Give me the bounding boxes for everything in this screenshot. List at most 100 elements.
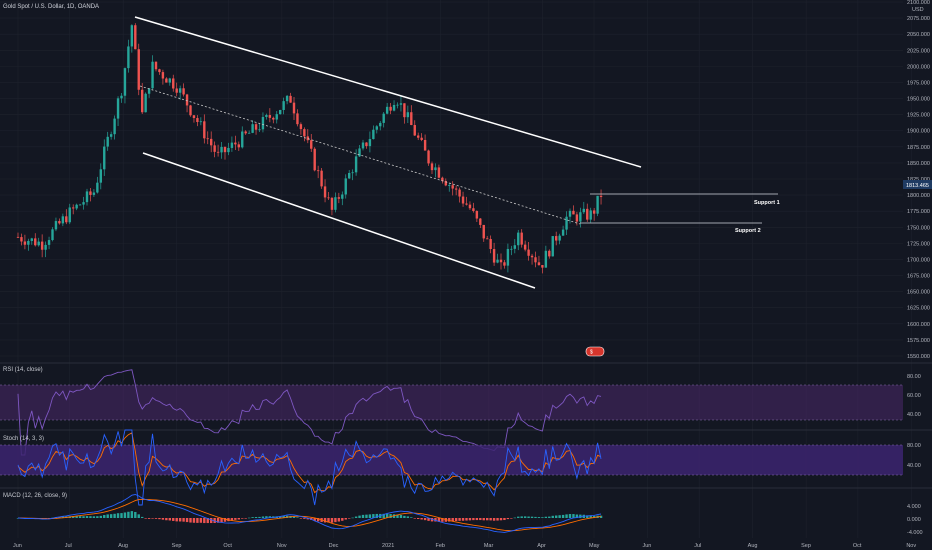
candle-body (392, 105, 396, 111)
candle-body (189, 105, 192, 116)
macd-hist-bar (527, 516, 530, 518)
macd-hist-bar (244, 518, 247, 519)
candle-body (572, 210, 575, 215)
price-tick-label: 1700.000 (907, 257, 930, 263)
price-tick-label: 1750.000 (907, 225, 930, 231)
macd-hist-bar (375, 513, 378, 518)
candle-body (185, 94, 189, 106)
candle-body (330, 197, 334, 210)
macd-hist-bar (175, 518, 178, 522)
macd-hist-bar (427, 518, 430, 521)
macd-hist-bar (230, 518, 234, 521)
candle-body (51, 229, 54, 241)
candle-body (520, 232, 523, 245)
candle-body (72, 207, 75, 209)
candle-body (282, 101, 285, 110)
macd-hist-bar (223, 518, 227, 522)
last-price-label: 1813.465 (906, 183, 929, 189)
candle-body (227, 147, 230, 153)
macd-hist-bar (141, 516, 144, 518)
rsi-pane[interactable]: RSI (14, close) 80.00 60.00 40.00 (0, 367, 921, 456)
macd-hist-bar (496, 518, 499, 521)
time-axis-label: Sep (172, 543, 182, 549)
time-axis[interactable]: Jun Jul Aug Sep Oct Nov Dec 2021 Feb Mar Apr May Jun… (13, 543, 916, 549)
macd-hist-bar (154, 518, 158, 519)
rsi-tick-40: 40.00 (907, 412, 921, 418)
candle-body (417, 135, 420, 138)
price-scale[interactable]: USD 2100.000 2075.000 2050.000 2025.000 2000… (903, 0, 932, 360)
candle-body (285, 95, 289, 102)
time-axis-label: May (589, 543, 600, 549)
candle-body (116, 98, 120, 119)
candle-body (482, 224, 485, 239)
macd-hist-bar (182, 518, 185, 522)
candle-body (448, 185, 451, 186)
candle-body (172, 78, 175, 89)
macd-hist-bar (461, 518, 465, 521)
price-tick-label: 1950.000 (907, 97, 930, 103)
event-badge-box[interactable] (585, 346, 605, 357)
candle-body (451, 185, 454, 189)
channel-mid-line[interactable] (139, 85, 581, 225)
macd-hist-bar (520, 516, 523, 518)
macd-hist-bar (127, 511, 130, 518)
candle-body (423, 139, 427, 151)
macd-hist-bar (210, 518, 213, 524)
macd-hist-bar (85, 516, 89, 518)
macd-hist-bar (513, 517, 516, 519)
macd-hist-bar (99, 515, 102, 518)
candle-body (461, 196, 465, 204)
candle-body (441, 177, 444, 181)
symbol-title: Gold Spot / U.S. Dollar, 1D, OANDA (3, 4, 99, 10)
candle-body (254, 124, 258, 130)
support2-label: Support 2 (735, 228, 761, 234)
candle-body (292, 102, 296, 114)
candle-body (579, 212, 582, 222)
candle-body (154, 61, 158, 70)
candle-body (575, 214, 579, 222)
channel-lower-line[interactable] (142, 152, 536, 289)
candle-body (551, 236, 554, 257)
macd-hist-bar (113, 513, 116, 518)
price-candles (16, 23, 603, 274)
candle-body (210, 138, 213, 146)
macd-hist-bar (555, 515, 558, 518)
macd-hist-bar (313, 518, 316, 521)
candle-body (16, 236, 20, 238)
channel-upper-line[interactable] (134, 16, 642, 168)
macd-hist-bar (423, 518, 427, 521)
macd-hist-bar (558, 515, 561, 518)
macd-hist-bar (82, 516, 85, 518)
macd-hist-bar (589, 515, 592, 518)
macd-hist-bar (89, 516, 92, 518)
macd-hist-bar (434, 518, 437, 522)
candle-body (568, 210, 572, 217)
price-tick-label: 2025.000 (907, 48, 930, 54)
currency-label: USD (912, 7, 924, 13)
candle-body (99, 169, 102, 183)
support1-label: Support 1 (754, 200, 780, 206)
candle-body (237, 144, 240, 148)
price-tick-label: 2100.000 (907, 0, 930, 6)
macd-pane[interactable]: MACD (12, 26, close, 9) 4.000 0.000 -4.0… (3, 493, 923, 536)
stoch-pane[interactable]: Stoch (14, 3, 3) 80.00 40.00 (0, 429, 921, 506)
candle-body (323, 186, 327, 198)
candle-body (503, 262, 506, 266)
time-axis-label: Aug (118, 543, 128, 549)
macd-hist-bar (306, 518, 309, 520)
price-tick-label: 1975.000 (907, 80, 930, 86)
candle-body (192, 115, 196, 119)
macd-hist-bar (458, 518, 461, 521)
macd-hist-bar (96, 516, 99, 518)
macd-hist-bar (396, 514, 399, 518)
macd-hist-bar (503, 518, 506, 521)
macd-hist-bar (406, 516, 410, 518)
macd-hist-bar (586, 515, 589, 518)
candle-body (437, 167, 441, 178)
candle-body (596, 195, 599, 214)
candle-body (316, 170, 320, 172)
candle-body (130, 25, 134, 47)
macd-hist-bar (268, 516, 272, 518)
price-tick-label: 2075.000 (907, 16, 930, 22)
